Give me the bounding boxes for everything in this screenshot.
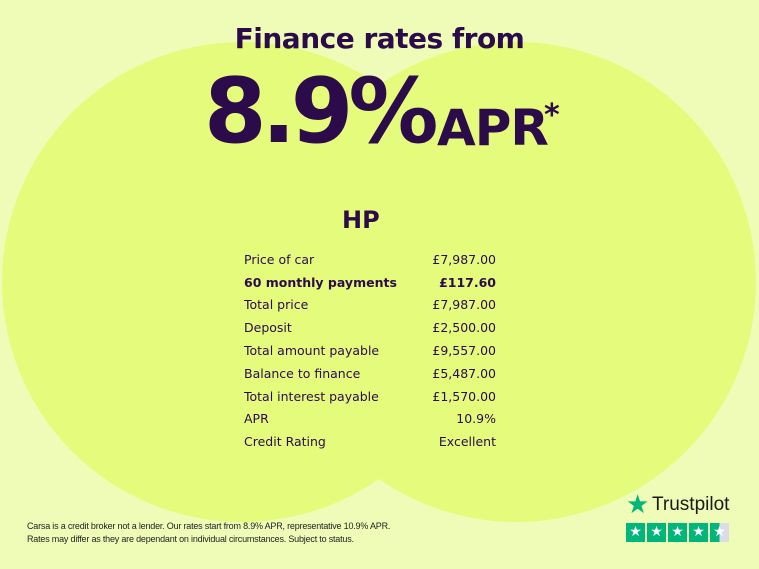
table-row: Balance to finance £5,487.00 <box>244 362 496 385</box>
trustpilot-star-icon: ★ <box>626 490 650 520</box>
row-label: APR <box>244 411 269 427</box>
table-row: APR 10.9% <box>244 408 496 431</box>
disclaimer-line: Rates may differ as they are dependant o… <box>27 534 354 544</box>
row-value: Excellent <box>438 434 496 450</box>
row-value: £1,570.00 <box>432 388 496 404</box>
background-circle-right <box>276 42 756 522</box>
table-row: Deposit £2,500.00 <box>244 316 496 339</box>
row-label: 60 monthly payments <box>244 274 397 290</box>
star-icon: ★ <box>689 523 708 542</box>
star-icon: ★ <box>626 523 645 542</box>
table-row: Total amount payable £9,557.00 <box>244 339 496 362</box>
trustpilot-name: Trustpilot <box>652 494 730 515</box>
row-value: £9,557.00 <box>432 343 496 359</box>
rate-value: 8.9% <box>204 59 439 164</box>
row-label: Credit Rating <box>244 434 326 450</box>
table-row: Total price £7,987.00 <box>244 294 496 317</box>
headline: Finance rates from <box>234 22 525 55</box>
row-label: Deposit <box>244 320 292 336</box>
row-label: Total interest payable <box>244 388 379 404</box>
star-icon: ★ <box>668 523 687 542</box>
row-label: Price of car <box>244 251 315 267</box>
table-row: 60 monthly payments £117.60 <box>244 271 496 294</box>
row-label: Total price <box>244 297 309 313</box>
half-star-icon: ★ <box>710 523 729 542</box>
trustpilot-rating: ★ ★ ★ ★ ★ <box>626 523 729 542</box>
disclaimer: Carsa is a credit broker not a lender. O… <box>27 520 390 546</box>
row-label: Balance to finance <box>244 365 361 381</box>
disclaimer-line: Carsa is a credit broker not a lender. O… <box>27 521 391 531</box>
asterisk: * <box>544 98 560 133</box>
table-row: Price of car £7,987.00 <box>244 248 496 271</box>
row-label: Total amount payable <box>244 343 380 359</box>
row-value: £7,987.00 <box>432 297 496 313</box>
finance-table: Price of car £7,987.00 60 monthly payments… <box>244 248 496 453</box>
row-value: £5,487.00 <box>432 365 496 381</box>
product-title: HP <box>342 206 380 234</box>
row-value: £7,987.00 <box>432 251 496 267</box>
row-value: 10.9% <box>456 411 496 427</box>
row-value: £2,500.00 <box>432 320 496 336</box>
star-icon: ★ <box>647 523 666 542</box>
rate-suffix: APR <box>437 99 549 157</box>
table-row: Total interest payable £1,570.00 <box>244 385 496 408</box>
row-value: £117.60 <box>439 274 496 290</box>
table-row: Credit Rating Excellent <box>244 430 496 453</box>
